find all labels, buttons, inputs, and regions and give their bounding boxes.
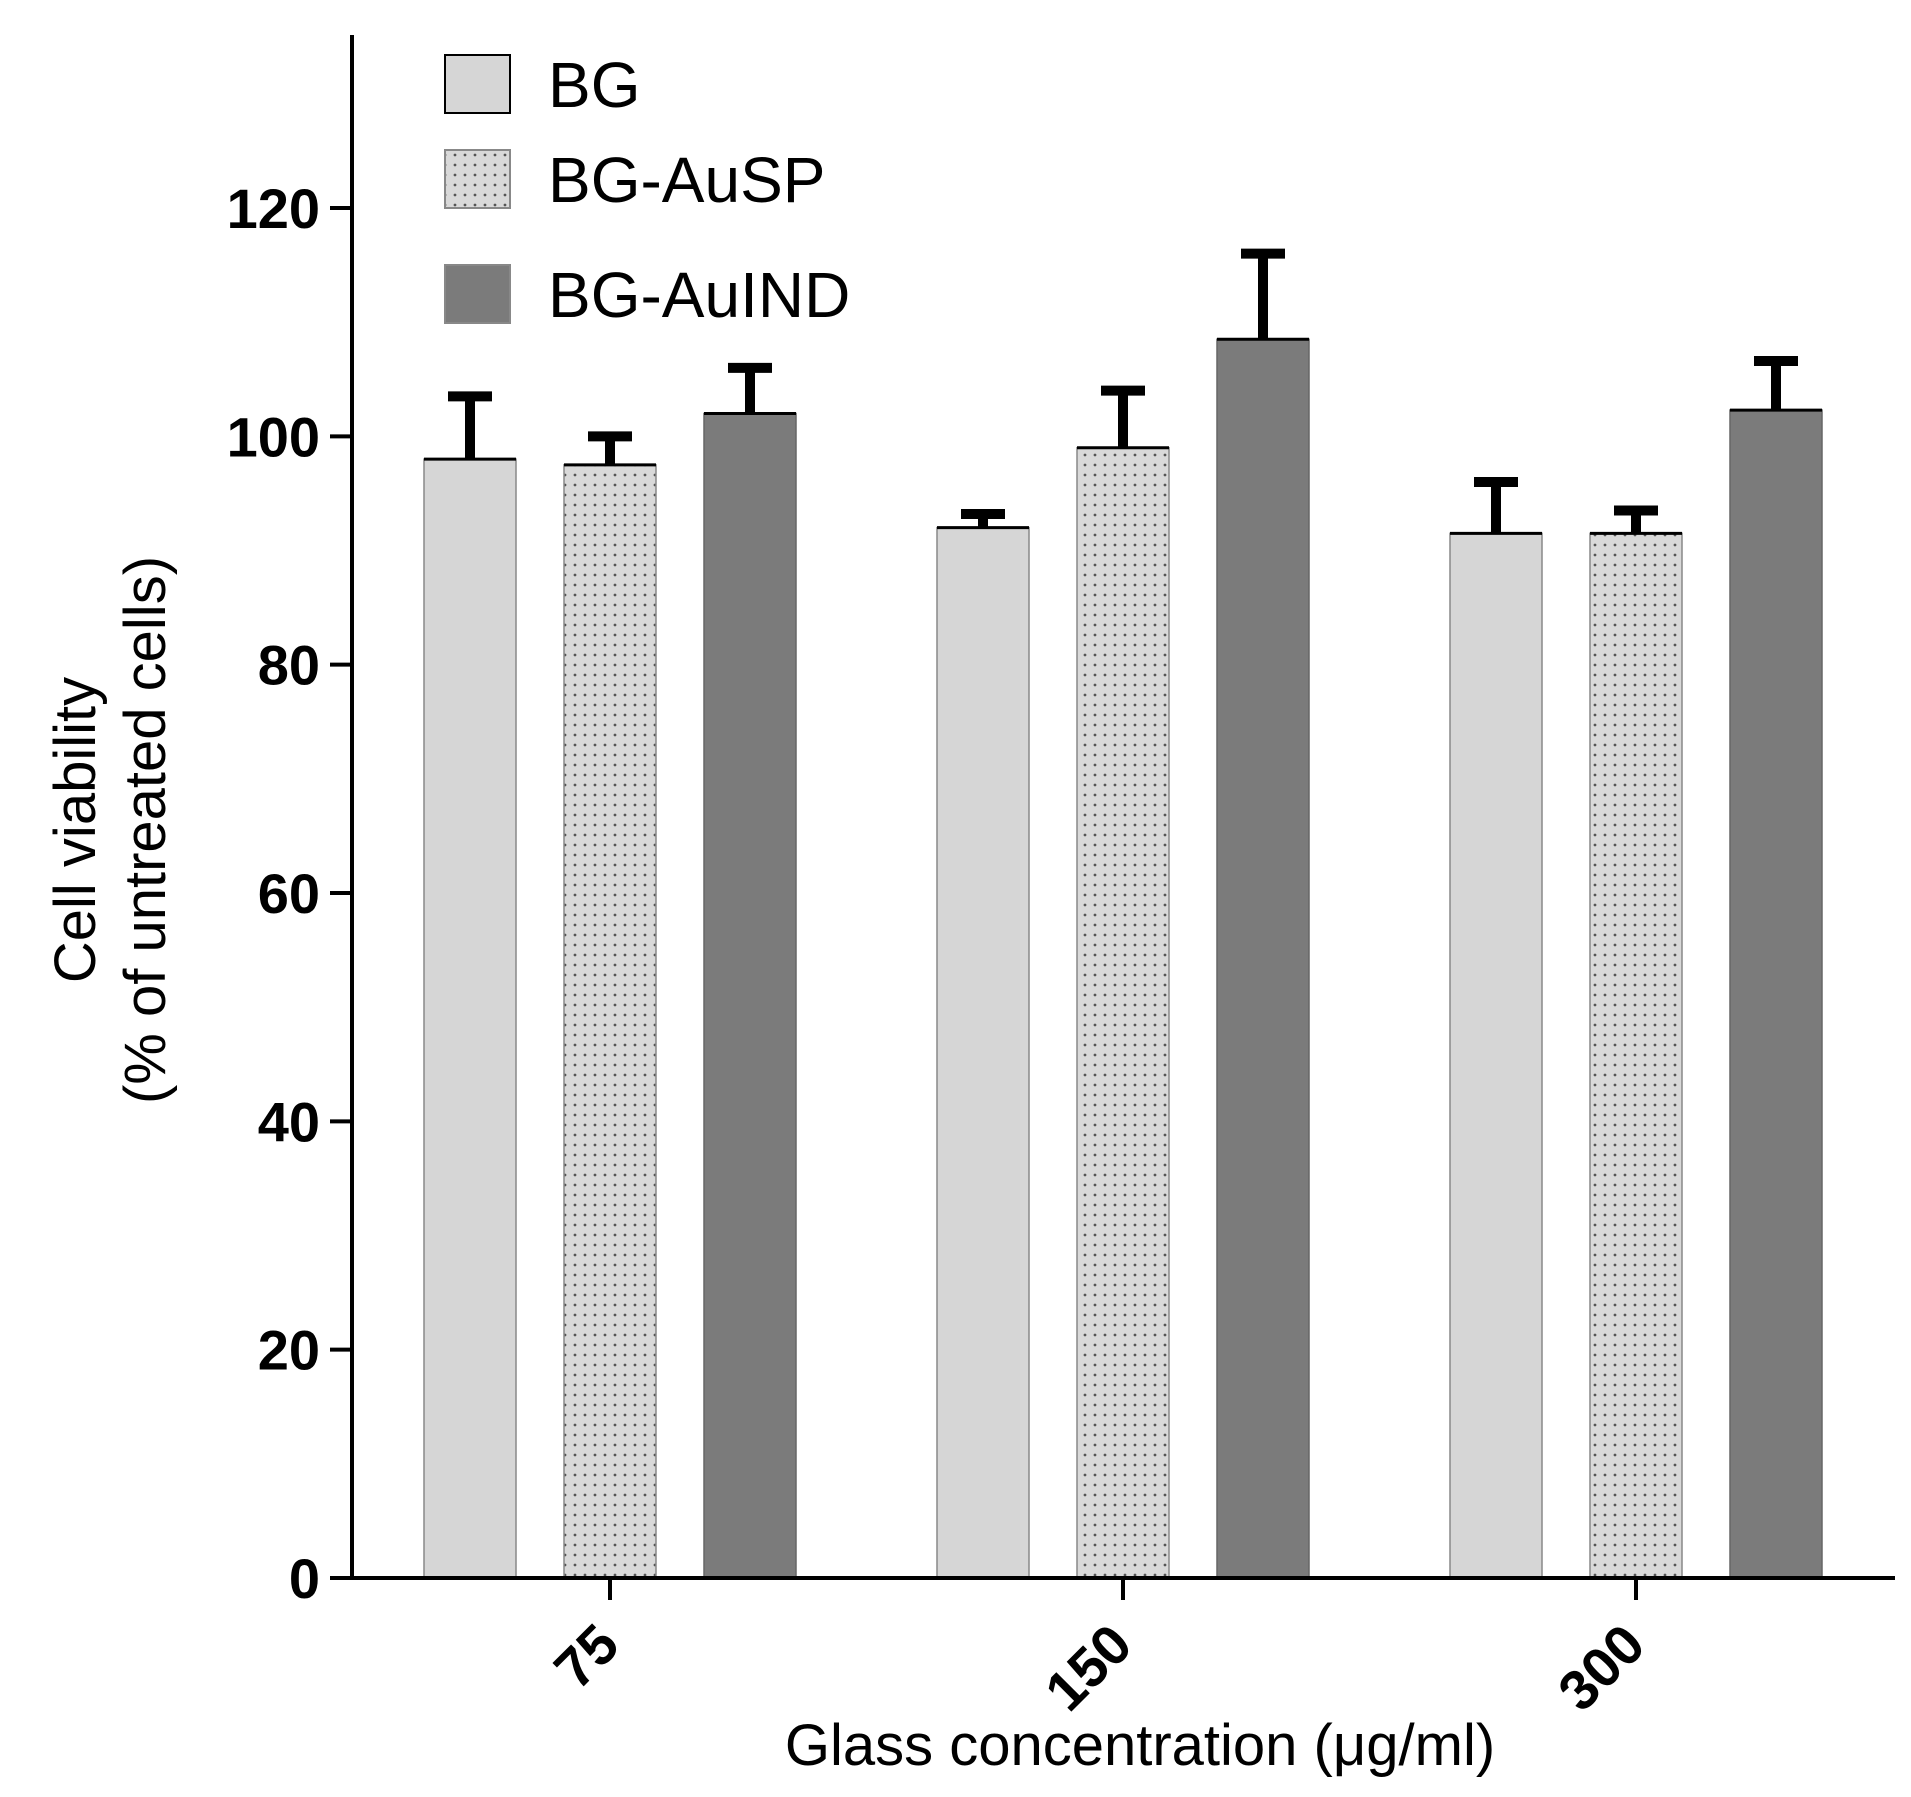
y-tick-label-40: 40 [258, 1090, 320, 1153]
y-tick-label-20: 20 [258, 1319, 320, 1382]
y-tick-label-80: 80 [258, 634, 320, 697]
legend-label-BG-AuIND: BG-AuIND [548, 259, 850, 331]
x-tick-label-300: 300 [1546, 1612, 1657, 1723]
bar-BG-AuIND-150 [1216, 338, 1310, 1579]
bar-BG-AuIND-300 [1729, 409, 1823, 1579]
y-axis-title-line1: Cell viability [43, 677, 108, 983]
bar-BG-AuSP-75 [563, 464, 657, 1579]
bar-BG-AuSP-150 [1076, 447, 1170, 1579]
y-tick-label-0: 0 [289, 1547, 320, 1610]
y-axis-title-line2: (% of untreated cells) [113, 556, 178, 1104]
legend-label-BG: BG [548, 49, 640, 121]
y-tick-label-60: 60 [258, 862, 320, 925]
x-axis-title: Glass concentration (μg/ml) [785, 1713, 1495, 1778]
legend: BG BG-AuSP BG-AuIND [444, 49, 850, 331]
legend-swatch-BG-AuSP [444, 149, 511, 209]
x-tick-label-150: 150 [1033, 1612, 1144, 1723]
y-tick-label-120: 120 [227, 177, 320, 240]
y-tick-label-100: 100 [227, 405, 320, 468]
bar-BG-AuSP-300 [1589, 532, 1683, 1579]
bar-BG-300 [1449, 532, 1543, 1579]
y-axis-title-group: Cell viability (% of untreated cells) [43, 556, 178, 1104]
legend-label-BG-AuSP: BG-AuSP [548, 144, 825, 216]
bar-BG-AuIND-75 [703, 412, 797, 1579]
bar-BG-150 [936, 526, 1030, 1579]
x-tick-label-75: 75 [542, 1612, 631, 1701]
bar-BG-75 [423, 458, 517, 1579]
legend-swatch-BG [444, 54, 511, 114]
bars-layer [423, 248, 1823, 1579]
legend-swatch-BG-AuIND [444, 264, 511, 324]
